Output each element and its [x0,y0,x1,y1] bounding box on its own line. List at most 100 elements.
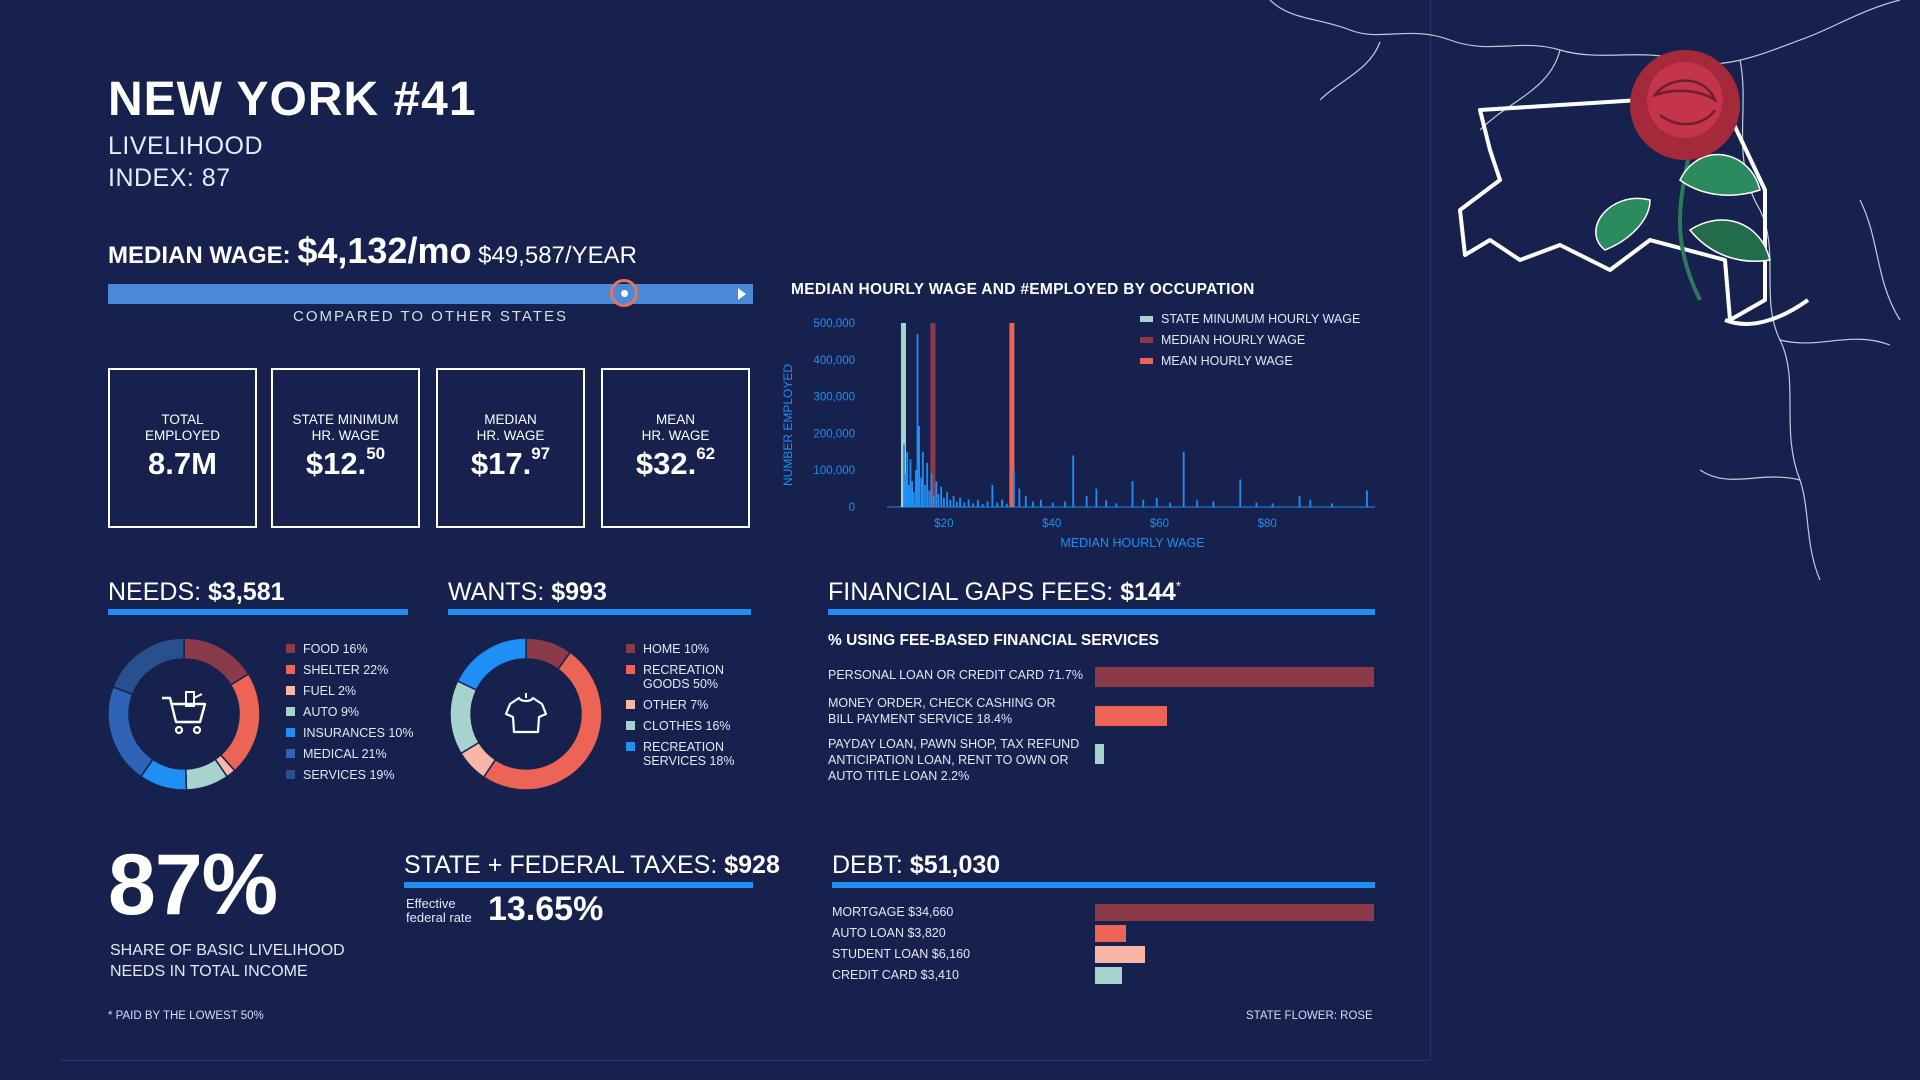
fee-service-bar [1095,667,1374,687]
legend-swatch [626,721,635,730]
rose-state-map-illustration [1269,0,1901,581]
fee-service-bar [1095,744,1104,764]
legend-swatch [286,728,295,737]
legend-label: MEDIAN HOURLY WAGE [1161,333,1305,347]
legend-item: CLOTHES 16% [626,719,734,733]
wants-donut-chart [449,637,603,791]
debt-item-label: CREDIT CARD $3,410 [832,968,959,982]
comparison-bar [108,284,753,304]
rose-leaf [1679,153,1761,196]
histogram-bar [963,502,966,507]
histogram-bar [1006,503,1008,507]
stat-box-median-wage: MEDIAN HR. WAGE $17.97 [436,368,585,528]
histogram-bar [1013,470,1015,507]
legend-swatch [286,749,295,758]
needs-rule [108,609,408,615]
histogram-bar [981,504,984,507]
comparison-marker [610,279,638,307]
histogram-bar [996,502,999,507]
debt-item-label: AUTO LOAN $3,820 [832,926,946,940]
x-tick-label: $60 [1150,518,1169,530]
legend-item: HOME 10% [626,642,734,656]
stat-value: 8.7M [148,446,217,481]
histogram-bar [1255,502,1258,507]
histogram-bar [906,451,909,507]
histogram-bar [1039,499,1042,507]
legend-swatch [1140,337,1153,343]
legend-swatch [286,665,295,674]
wants-legend: HOME 10% RECREATION GOODS 50% OTHER 7% CL… [626,642,734,768]
histogram-bar [1330,503,1333,507]
index-label: INDEX: 87 [108,164,231,192]
histogram-bar [1131,481,1134,507]
histogram-bar [921,451,924,507]
histogram-bar [1239,479,1242,507]
histogram-bar [1142,499,1145,507]
histogram-bar [926,462,929,507]
frame-divider-horizontal [60,1060,1430,1061]
frame-divider-vertical [1430,0,1431,1060]
histogram-bar [1212,501,1215,507]
rose-stem [1678,149,1702,301]
histogram-bar [1182,451,1185,507]
legend-item: MEDICAL 21% [286,747,413,761]
stat-label: STATE MINIMUM HR. WAGE [292,412,399,443]
histogram-bar [930,473,933,507]
chart-title: MEDIAN HOURLY WAGE AND #EMPLOYED BY OCCU… [791,281,1255,298]
comparison-caption: COMPARED TO OTHER STATES [293,308,568,325]
legend-item: INSURANCES 10% [286,726,413,740]
page-title: NEW YORK #41 [108,73,477,126]
histogram-bar [942,497,945,507]
stat-box-total-employed: TOTAL EMPLOYED 8.7M [108,368,257,528]
financial-gaps-subtitle: % USING FEE-BASED FINANCIAL SERVICES [828,632,1160,649]
needs-donut-chart [107,637,261,791]
fee-service-label: MONEY ORDER, CHECK CASHING OR BILL PAYMEN… [828,696,1056,726]
histogram-bar [1298,495,1301,507]
wage-employment-chart: 0 100,000 200,000 300,000 400,000 500,000 $20 $… [781,312,1375,550]
stat-label: TOTAL EMPLOYED [144,412,221,443]
legend-swatch [286,644,295,653]
histogram-bar [935,481,938,507]
histogram-bar [1105,500,1107,507]
histogram-bar [911,481,913,507]
river-lines [1269,0,1901,581]
stat-box-mean-wage: MEAN HR. WAGE $32.62 [601,368,750,528]
histogram-bar [903,444,905,507]
histogram-bar [916,334,919,507]
legend-swatch [1140,358,1153,364]
histogram-bar [1064,501,1067,507]
legend-item: FOOD 16% [286,642,413,656]
financial-gaps-heading: FINANCIAL GAPS FEES: $144* [828,578,1181,606]
debt-bar [1095,946,1145,963]
legend-item: SERVICES 19% [286,768,413,782]
median-wage-heading: MEDIAN WAGE: $4,132/mo $49,587/YEAR [108,230,637,272]
y-tick-label: 400,000 [813,355,855,367]
donut-slice [449,679,480,755]
histogram-bar [955,501,958,507]
debt-heading: DEBT: $51,030 [832,851,1001,879]
legend-item: FUEL 2% [286,684,413,698]
rose-bloom-inner [1647,62,1723,138]
arrow-right-icon [738,288,746,300]
histogram-bar [1051,502,1054,507]
legend-swatch [626,700,635,709]
x-axis-label: MEDIAN HOURLY WAGE [1060,536,1204,550]
histogram-bar [1271,503,1274,507]
t-shirt-icon [504,693,548,734]
histogram-bar [952,495,955,507]
needs-legend: FOOD 16% SHELTER 22% FUEL 2% AUTO 9% INS… [286,642,413,782]
y-axis-label: NUMBER EMPLOYED [781,364,795,486]
histogram-bar [986,501,989,507]
livelihood-share-caption: SHARE OF BASIC LIVELIHOOD NEEDS IN TOTAL … [110,942,345,980]
legend-item: RECREATION GOODS 50% [626,663,734,691]
reference-line [900,323,906,507]
reference-line [930,323,936,507]
rose-leaf [1688,219,1771,262]
legend-item: RECREATION SERVICES 18% [626,740,734,768]
needs-heading: NEEDS: $3,581 [108,578,285,606]
debt-bar [1095,925,1126,942]
stat-box-min-wage: STATE MINIMUM HR. WAGE $12.50 [271,368,420,528]
histogram-bar [907,484,910,507]
legend-item: SHELTER 22% [286,663,413,677]
livelihood-share-value: 87% [108,837,278,933]
